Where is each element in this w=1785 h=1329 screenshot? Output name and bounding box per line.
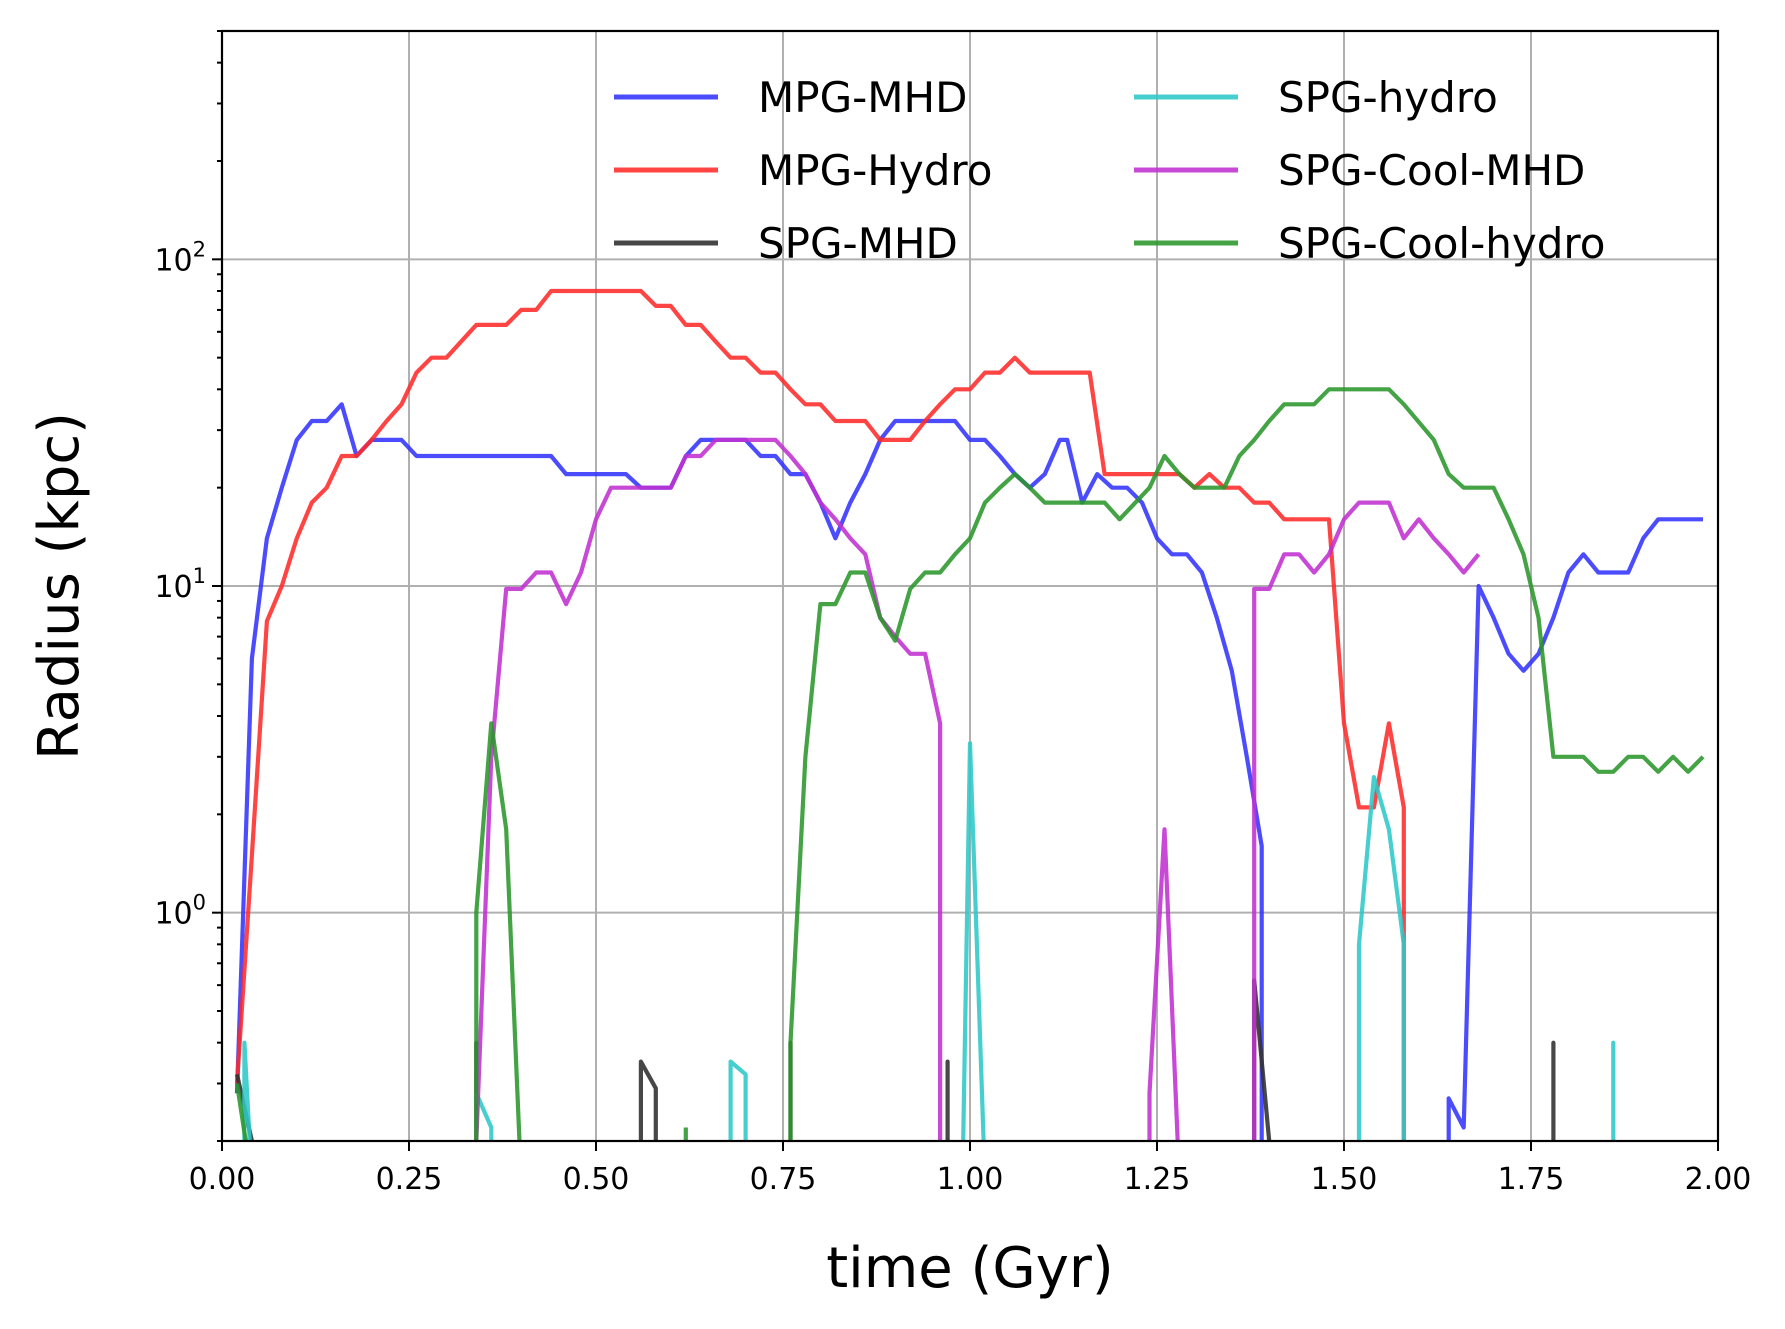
series-group: [234, 288, 1705, 1141]
y-tick-label: 102: [154, 237, 206, 278]
series-line-spg-mhd: [234, 1073, 254, 1141]
x-tick-label: 0.25: [376, 1162, 443, 1197]
series-line-spg-cool-mhd: [1147, 827, 1180, 1141]
legend-label: SPG-hydro: [1278, 73, 1498, 122]
y-tick-label: 101: [154, 564, 206, 605]
series-line-spg-hydro: [1356, 774, 1406, 1141]
x-tick-label: 0.75: [750, 1162, 817, 1197]
legend-label: MPG-MHD: [758, 73, 967, 122]
x-tick-label: 1.00: [937, 1162, 1004, 1197]
series-line-spg-hydro: [474, 1092, 494, 1141]
x-tick-label: 2.00: [1685, 1162, 1752, 1197]
series-line-spg-mhd: [638, 1059, 658, 1141]
y-axis-label: Radius (kpc): [27, 412, 92, 760]
legend: MPG-MHD MPG-Hydro SPG-MHD SPG-hydro SPG-Cool…: [614, 73, 1605, 268]
series-line-spg-hydro: [728, 1059, 748, 1141]
legend-label: SPG-Cool-hydro: [1278, 219, 1605, 268]
x-tick-label: 1.25: [1124, 1162, 1191, 1197]
x-tick-label: 0.00: [189, 1162, 256, 1197]
x-tick-label: 0.50: [563, 1162, 630, 1197]
series-line-spg-cool-hydro: [788, 387, 1705, 1141]
series-line-mpg-hydro: [234, 288, 1406, 1141]
x-tick-label: 1.75: [1498, 1162, 1565, 1197]
series-line-spg-cool-hydro: [474, 721, 522, 1141]
legend-label: SPG-Cool-MHD: [1278, 146, 1585, 195]
series-line-spg-hydro: [961, 741, 986, 1141]
series-line-spg-cool-hydro: [234, 1083, 248, 1141]
x-axis-label: time (Gyr): [826, 1236, 1114, 1301]
series-line-mpg-mhd: [1446, 517, 1703, 1141]
axis-ticks: 0.00 0.25 0.50 0.75 1.00 1.25 1.50 1.75 2.00 100 1…: [154, 30, 1752, 1197]
series-line-spg-cool-mhd: [1252, 500, 1481, 1141]
y-tick-label: 100: [154, 891, 206, 932]
legend-label: MPG-Hydro: [758, 146, 992, 195]
x-tick-label: 1.50: [1311, 1162, 1378, 1197]
legend-label: SPG-MHD: [758, 219, 958, 268]
